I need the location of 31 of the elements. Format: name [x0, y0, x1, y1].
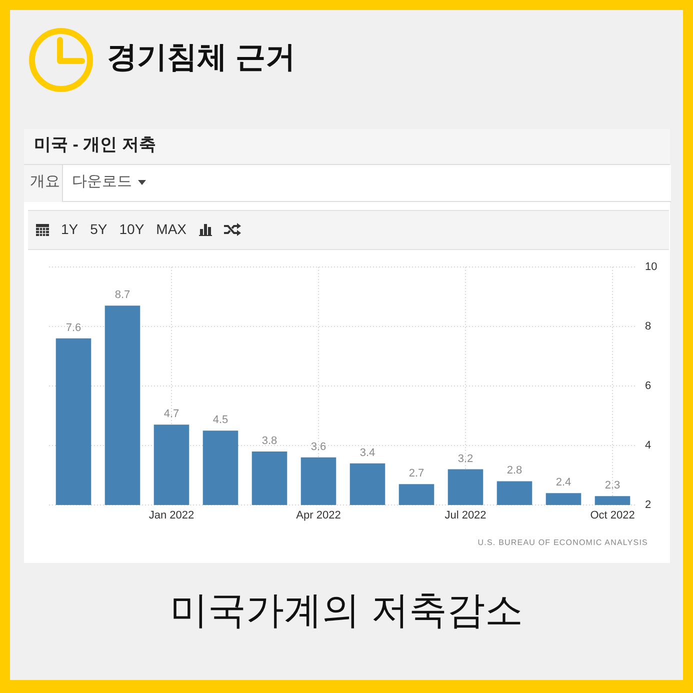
y-tick-label: 4	[645, 440, 652, 452]
data-label: 3.8	[262, 434, 278, 447]
x-tick-label: Jul 2022	[444, 510, 486, 522]
data-label: 3.6	[310, 440, 326, 453]
data-label: 3.2	[458, 452, 474, 465]
y-tick-label: 10	[645, 261, 658, 274]
text: 다운로드	[72, 172, 132, 192]
y-tick-label: 2	[645, 499, 652, 512]
chart-title: 경기침체 근거	[107, 40, 296, 76]
chart-subtitle: 미국 - 개인 저축	[34, 134, 156, 156]
data-label: 4.7	[164, 408, 180, 420]
data-label: 2.3	[604, 480, 620, 492]
data-label: 2.7	[408, 468, 424, 480]
x-tick-label: Oct 2022	[590, 510, 635, 522]
y-tick-label: 6	[645, 380, 652, 392]
text: 1Y	[61, 220, 78, 239]
data-label: 4.5	[212, 414, 228, 426]
text: 5Y	[90, 220, 108, 239]
data-label: 2.4	[556, 476, 572, 489]
text: 개요	[30, 172, 60, 192]
text: U.S. BUREAU OF ECONOMIC ANALYSIS	[478, 537, 648, 549]
text: MAX	[156, 220, 187, 239]
text: 10Y	[119, 220, 144, 239]
data-label: 8.7	[114, 289, 130, 302]
y-tick-label: 8	[645, 320, 652, 333]
text: 미국가계의 저축감소	[169, 589, 524, 634]
data-label: 2.8	[506, 464, 522, 477]
x-tick-label: Jan 2022	[148, 510, 194, 522]
data-label: 7.6	[66, 322, 82, 334]
data-label: 3.4	[360, 446, 376, 459]
x-tick-label: Apr 2022	[296, 510, 341, 522]
